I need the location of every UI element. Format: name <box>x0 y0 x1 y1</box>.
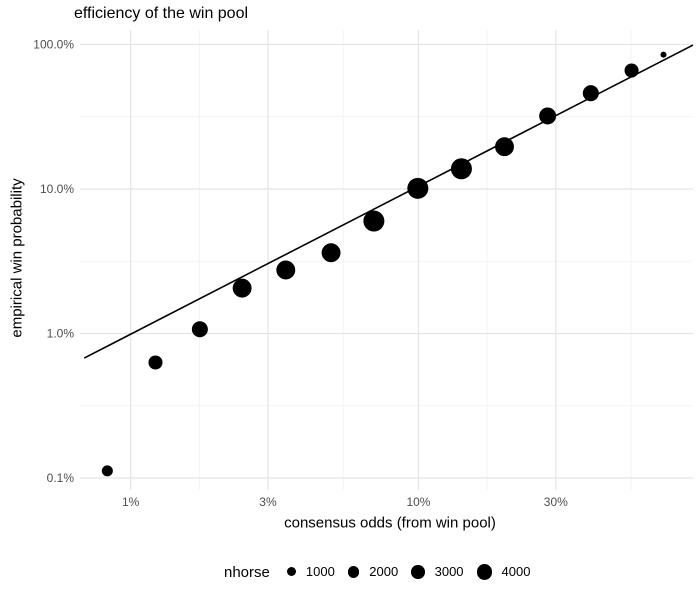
data-point <box>539 107 557 125</box>
legend-item: 3000 <box>411 564 464 580</box>
x-tick-label: 30% <box>544 495 568 509</box>
x-tick-label: 1% <box>122 495 140 509</box>
legend-items: 1000 2000 3000 4000 <box>286 564 531 580</box>
legend: nhorse 1000 2000 3000 4000 <box>224 559 530 585</box>
legend-size-dot <box>347 566 360 578</box>
legend-size-dot <box>476 564 492 580</box>
legend-item: 1000 <box>286 564 335 580</box>
legend-item-label: 2000 <box>369 564 399 580</box>
y-tick-label: 10.0% <box>40 182 74 196</box>
x-tick-label: 10% <box>406 495 430 509</box>
x-tick-label: 3% <box>259 495 277 509</box>
data-point <box>101 465 113 477</box>
data-point <box>660 51 667 58</box>
legend-item-label: 1000 <box>305 564 335 580</box>
identity-reference-line <box>83 44 694 359</box>
legend-item-label: 4000 <box>501 564 531 580</box>
y-tick-label: 1.0% <box>47 326 75 340</box>
y-tick-label: 100.0% <box>33 37 74 51</box>
legend-size-dot <box>286 567 296 577</box>
legend-item: 4000 <box>476 564 531 580</box>
data-point <box>624 63 639 78</box>
legend-title: nhorse <box>224 563 270 581</box>
legend-item-label: 3000 <box>434 564 464 580</box>
y-tick-label: 0.1% <box>47 471 75 485</box>
data-point <box>191 321 208 338</box>
legend-item: 2000 <box>347 564 399 580</box>
data-point <box>450 158 472 180</box>
data-point <box>363 210 385 232</box>
data-point <box>321 243 341 263</box>
data-point <box>276 260 296 280</box>
legend-size-dot <box>411 565 425 579</box>
data-point <box>232 278 252 298</box>
data-point <box>407 177 429 199</box>
x-axis-title: consensus odds (from win pool) <box>284 514 496 532</box>
y-axis-title: empirical win probability <box>8 178 26 338</box>
data-point <box>582 85 599 102</box>
data-point <box>495 137 514 157</box>
chart-title: efficiency of the win pool <box>74 5 249 22</box>
data-point <box>148 355 163 370</box>
